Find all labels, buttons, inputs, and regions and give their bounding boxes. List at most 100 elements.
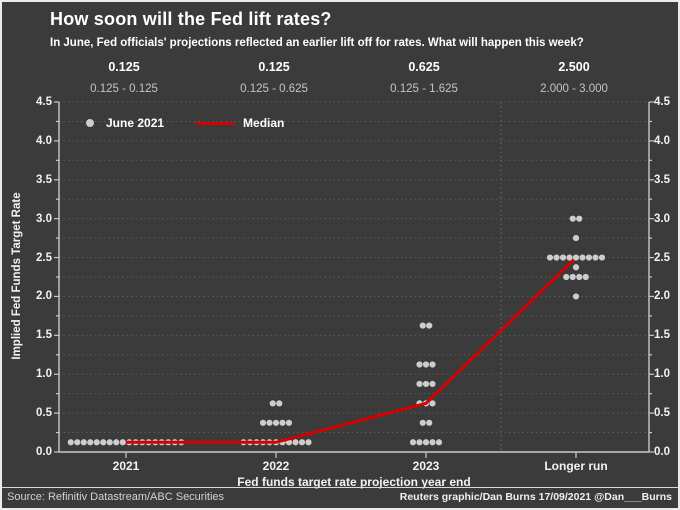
- projection-dot: [429, 400, 436, 407]
- y-tick-label-left: 1.0: [36, 368, 52, 381]
- projection-dot: [429, 380, 436, 388]
- projection-dot: [419, 322, 426, 329]
- page-title: How soon will the Fed lift rates?: [50, 9, 332, 29]
- projection-dot: [566, 254, 573, 261]
- projection-dot: [285, 419, 293, 426]
- x-tick-label: 2021: [112, 459, 140, 473]
- projection-dot: [272, 419, 280, 426]
- projection-dot: [426, 419, 433, 426]
- chart-legend: June 2021 Median: [86, 115, 284, 131]
- y-axis-title: Implied Fed Funds Target Rate: [11, 192, 23, 360]
- projection-dot: [419, 419, 426, 426]
- range-annotation-2021: 0.125 - 0.125: [90, 83, 158, 95]
- y-tick-label-right: 1.5: [654, 329, 670, 342]
- projection-dot: [119, 439, 126, 446]
- median-annotation-longer-run: 2.500: [558, 60, 590, 74]
- projection-dot: [100, 439, 107, 446]
- range-annotation-longer-run: 2.000 - 3.000: [540, 83, 608, 95]
- y-tick-label-left: 0.5: [36, 407, 52, 420]
- projection-dot: [416, 361, 423, 368]
- projection-dot: [276, 400, 283, 407]
- x-tick-label: Longer run: [544, 459, 608, 473]
- y-tick-label-right: 4.0: [654, 134, 670, 147]
- projection-dot: [569, 215, 576, 222]
- projection-dot: [416, 380, 423, 388]
- projection-dot: [292, 439, 299, 446]
- source-text: Source: Refinitiv Datastream/ABC Securit…: [7, 491, 225, 503]
- projection-dot: [305, 439, 312, 446]
- projection-dot: [422, 439, 430, 446]
- y-tick-label-left: 3.5: [36, 173, 52, 186]
- projection-dot: [572, 254, 580, 261]
- y-tick-label-right: 2.5: [654, 251, 670, 264]
- projection-dot: [422, 380, 430, 388]
- legend-median-label: Median: [243, 116, 285, 130]
- legend-median-line-icon: [196, 121, 235, 125]
- projection-dot: [298, 439, 306, 446]
- projection-dot: [572, 235, 580, 242]
- projection-dot: [67, 439, 74, 446]
- projection-dot: [409, 439, 417, 446]
- y-tick-label-right: 3.5: [654, 173, 670, 186]
- projection-dot: [585, 254, 593, 261]
- projection-dot: [113, 439, 120, 446]
- x-tick-label: 2022: [262, 459, 290, 473]
- projection-dot: [576, 273, 583, 281]
- y-tick-label-left: 1.5: [36, 329, 52, 342]
- projection-dot: [563, 273, 570, 281]
- y-tick-label-left: 0.0: [36, 446, 52, 458]
- median-annotation-2022: 0.125: [258, 60, 290, 74]
- projection-dot: [429, 361, 436, 368]
- projection-dot: [80, 439, 87, 446]
- y-tick-label-right: 4.5: [654, 96, 670, 108]
- median-line: [126, 256, 578, 444]
- projection-dot: [592, 254, 599, 261]
- projection-dot: [87, 439, 94, 446]
- legend-dot-label: June 2021: [106, 116, 165, 130]
- y-tick-label-left: 2.0: [36, 290, 52, 303]
- projection-dot: [572, 293, 580, 300]
- projection-dot: [93, 439, 100, 446]
- footer-bar: Source: Refinitiv Datastream/ABC Securit…: [2, 487, 678, 508]
- projection-dot: [426, 322, 433, 329]
- y-tick-label-right: 3.0: [654, 212, 670, 225]
- projection-dot: [559, 254, 567, 261]
- projection-dot: [569, 273, 576, 281]
- median-annotation-2021: 0.125: [108, 60, 140, 74]
- y-tick-label-left: 2.5: [36, 251, 52, 264]
- y-tick-label-right: 1.0: [654, 368, 670, 381]
- median-annotation-2023: 0.625: [408, 60, 440, 74]
- projection-dot: [106, 439, 113, 446]
- y-tick-label-left: 4.0: [36, 134, 52, 147]
- y-tick-label-left: 3.0: [36, 212, 52, 225]
- x-axis-title: Fed funds target rate projection year en…: [237, 475, 471, 489]
- dot-plot-canvas: [54, 101, 654, 458]
- y-tick-label-left: 4.5: [36, 96, 52, 108]
- x-tick-label: 2023: [412, 459, 440, 473]
- projection-dot: [266, 419, 273, 426]
- projection-dot: [435, 439, 443, 446]
- projection-dot: [572, 264, 580, 271]
- projection-dot: [582, 273, 589, 281]
- y-tick-label-right: 0.5: [654, 407, 670, 420]
- credit-text: Reuters graphic/Dan Burns 17/09/2021 @Da…: [399, 491, 672, 503]
- projection-dot: [269, 400, 276, 407]
- projection-dot: [279, 419, 286, 426]
- projection-dot: [546, 254, 554, 261]
- legend-dot-icon: [86, 119, 94, 127]
- projection-dot: [416, 439, 423, 446]
- range-annotation-2023: 0.125 - 1.625: [390, 83, 458, 95]
- projection-dot: [553, 254, 560, 261]
- projection-dot: [422, 361, 430, 368]
- projection-dot: [598, 254, 606, 261]
- range-annotation-2022: 0.125 - 0.625: [240, 83, 308, 95]
- y-tick-label-right: 0.0: [654, 446, 670, 458]
- projection-dot: [579, 254, 586, 261]
- projection-dot: [429, 439, 436, 446]
- chart-subtitle: In June, Fed officials' projections refl…: [50, 37, 584, 49]
- projection-dot: [576, 215, 583, 222]
- projection-dot: [74, 439, 81, 446]
- y-tick-label-right: 2.0: [654, 290, 670, 303]
- projection-dot: [259, 419, 267, 426]
